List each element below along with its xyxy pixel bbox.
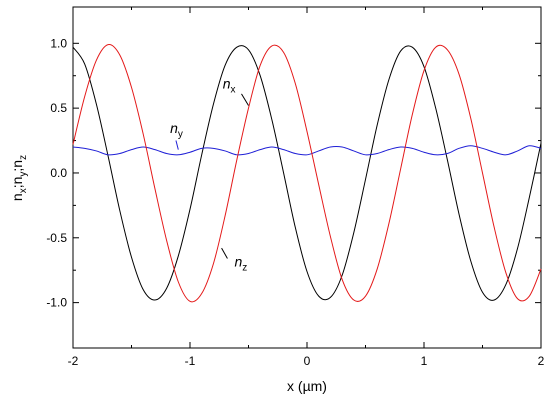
- series-line-ny: [72, 145, 542, 156]
- y-title-sep1: ;n: [9, 177, 25, 189]
- y-title-sep2: ;n: [9, 160, 25, 172]
- x-tick-label: 0: [304, 354, 311, 368]
- y-title-n1: n: [9, 193, 25, 201]
- annotation-subscript: x: [231, 85, 236, 96]
- y-tick-label: -0.5: [46, 231, 67, 245]
- annotation-subscript: z: [242, 262, 247, 273]
- annotation-symbol: n: [170, 120, 178, 136]
- annotation-symbol: n: [234, 253, 242, 269]
- plot-frame: [72, 6, 542, 349]
- annotation-label-nz: nz: [234, 253, 247, 273]
- series-group: [72, 44, 542, 303]
- y-title-sub-z: z: [18, 155, 29, 160]
- annotation-leader-nx: [241, 93, 249, 106]
- x-tick-label: -1: [185, 354, 196, 368]
- annotation-label-nx: nx: [223, 76, 236, 96]
- y-axis-title: nx;ny;nz: [9, 155, 29, 201]
- axis-ticks: -2 -1 0 1 2 -1.0 -0.5 0.0 0.5 1.0: [46, 7, 545, 368]
- y-tick-label: 0.5: [50, 101, 67, 115]
- annotation-leader-ny: [175, 140, 179, 150]
- annotation-subscript: y: [178, 129, 183, 140]
- y-title-sub-x: x: [18, 188, 29, 193]
- x-axis-title: x (µm): [287, 378, 327, 394]
- y-tick-label: -1.0: [46, 296, 67, 310]
- x-tick-label: -2: [68, 354, 79, 368]
- annotation-symbol: n: [223, 76, 231, 92]
- series-line-nx: [72, 45, 542, 301]
- annotation-label-ny: ny: [170, 120, 183, 140]
- y-tick-label: 1.0: [50, 36, 67, 50]
- x-tick-label: 1: [421, 354, 428, 368]
- series-line-nz: [72, 44, 542, 303]
- y-tick-label: 0.0: [50, 166, 67, 180]
- annotation-leader-nz: [221, 247, 228, 259]
- x-tick-label: 2: [538, 354, 545, 368]
- y-title-sub-y: y: [18, 172, 29, 177]
